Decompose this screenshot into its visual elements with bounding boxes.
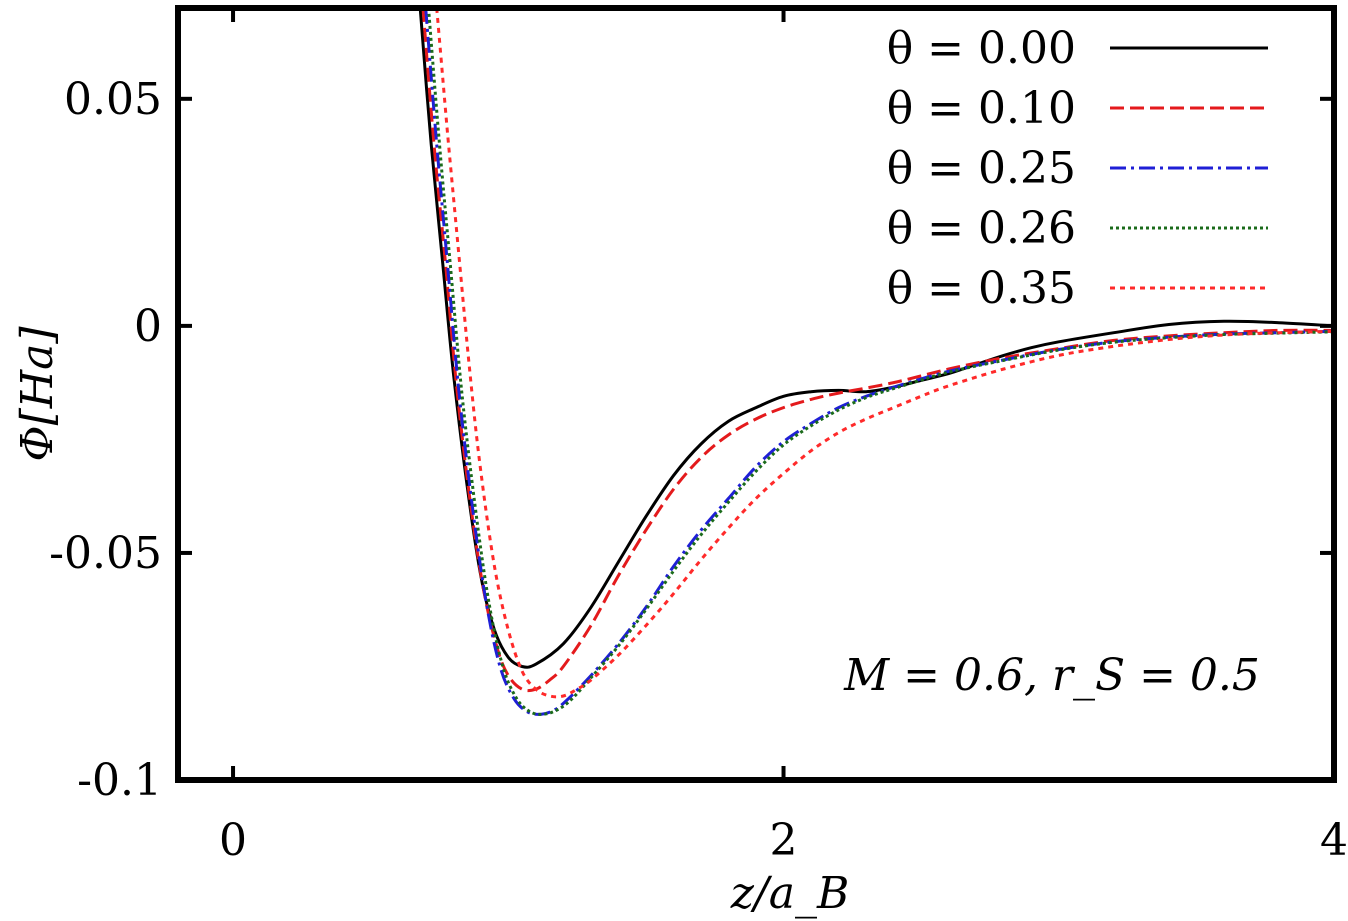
plot-frame <box>175 5 1337 783</box>
y-tick-label: 0 <box>134 301 162 352</box>
series-line-3 <box>427 8 1334 716</box>
tick-labels: 0 2 4 0.05 0 -0.05 -0.1 <box>49 74 1348 866</box>
x-tick-label: 0 <box>219 815 247 866</box>
series-line-4 <box>435 8 1334 699</box>
legend-label: θ = 0.35 <box>887 263 1076 314</box>
x-tick-label: 2 <box>770 815 798 866</box>
legend-label: θ = 0.10 <box>887 83 1076 134</box>
y-tick-label: -0.1 <box>77 755 162 806</box>
legend: θ = 0.00 θ = 0.10 θ = 0.25 θ = 0.26 θ = 0.35 <box>887 23 1268 314</box>
x-axis-label: z/a_B <box>730 868 850 919</box>
y-axis-label: Φ[Ha] <box>12 326 63 462</box>
legend-label: θ = 0.25 <box>887 143 1076 194</box>
x-tick-label: 4 <box>1320 815 1348 866</box>
legend-label: θ = 0.26 <box>887 203 1076 254</box>
series-line-2 <box>424 8 1334 716</box>
series-line-1 <box>421 8 1334 693</box>
annotation: M = 0.6, r_S = 0.5 <box>843 650 1260 701</box>
legend-label: θ = 0.00 <box>887 23 1076 74</box>
y-tick-label: -0.05 <box>49 528 162 579</box>
series-layer <box>418 8 1334 716</box>
y-tick-label: 0.05 <box>64 74 162 125</box>
